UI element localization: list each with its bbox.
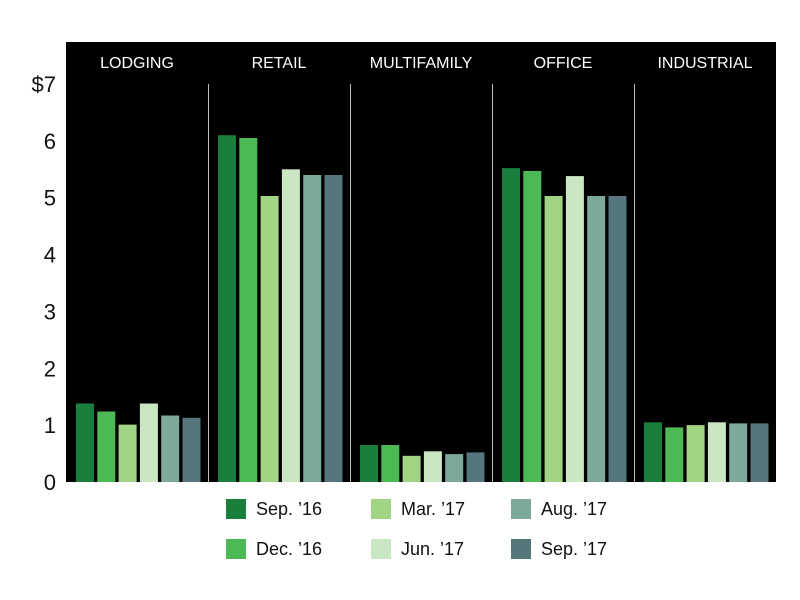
category-labels: LODGING RETAIL MULTIFAMILY OFFICE INDUSTRIAL — [100, 55, 753, 72]
bars — [76, 135, 769, 483]
legend-label: Sep. ’16 — [256, 498, 323, 519]
bar — [402, 455, 421, 482]
legend-item: Sep. ’16 — [226, 497, 371, 521]
y-tick-label: 1 — [44, 413, 56, 438]
y-tick-label: 4 — [44, 243, 56, 268]
legend-label: Dec. ’16 — [256, 538, 323, 559]
category-label: MULTIFAMILY — [370, 55, 473, 72]
category-label: LODGING — [100, 55, 174, 72]
bar — [76, 403, 94, 482]
bar — [97, 411, 116, 482]
y-axis-ticks: 0 1 2 3 4 5 6 $7 — [32, 72, 56, 495]
bar — [750, 423, 769, 482]
y-tick-label: 6 — [44, 129, 56, 154]
bar — [182, 417, 201, 482]
bar — [239, 138, 258, 482]
legend-item: Mar. ’17 — [371, 497, 511, 521]
legend-label: Sep. ’17 — [541, 538, 608, 559]
bar — [260, 196, 279, 482]
legend: Sep. ’16 Mar. ’17 Aug. ’17 Dec. ’16 Jun.… — [226, 497, 646, 567]
y-tick-label: 0 — [44, 470, 56, 495]
bar — [324, 175, 343, 482]
bar — [303, 175, 322, 482]
category-label: OFFICE — [534, 55, 593, 72]
bar — [281, 169, 300, 483]
bar — [118, 424, 137, 482]
y-tick-label: 5 — [44, 186, 56, 211]
legend-item: Aug. ’17 — [511, 497, 641, 521]
bar — [423, 451, 442, 482]
bar — [587, 196, 606, 482]
legend-label: Aug. ’17 — [541, 498, 608, 519]
bar — [544, 196, 563, 482]
bar — [707, 422, 726, 482]
y-tick-label: $7 — [32, 72, 56, 97]
bar — [502, 168, 520, 482]
plot-background — [66, 42, 776, 482]
legend-item: Sep. ’17 — [511, 537, 641, 561]
legend-label: Mar. ’17 — [401, 498, 466, 519]
bar — [218, 135, 236, 482]
bar — [729, 423, 748, 482]
bar — [665, 427, 684, 482]
category-label: INDUSTRIAL — [657, 55, 752, 72]
bar — [686, 425, 705, 482]
bar — [466, 452, 485, 482]
legend-swatch — [511, 539, 531, 559]
legend-label: Jun. ’17 — [401, 538, 465, 559]
bar — [644, 422, 662, 482]
bar — [139, 403, 158, 482]
legend-swatch — [511, 499, 531, 519]
legend-item: Dec. ’16 — [226, 537, 371, 561]
category-separators — [208, 84, 635, 482]
bar — [565, 176, 584, 482]
bar — [608, 196, 627, 482]
bar — [381, 445, 400, 482]
legend-swatch — [226, 499, 246, 519]
category-label: RETAIL — [252, 55, 307, 72]
y-tick-label: 3 — [44, 299, 56, 324]
bar — [445, 454, 464, 482]
legend-swatch — [371, 499, 391, 519]
legend-swatch — [371, 539, 391, 559]
legend-swatch — [226, 539, 246, 559]
bar — [360, 445, 378, 482]
bar — [523, 171, 542, 482]
bar — [161, 415, 180, 482]
legend-item: Jun. ’17 — [371, 537, 511, 561]
y-tick-label: 2 — [44, 356, 56, 381]
